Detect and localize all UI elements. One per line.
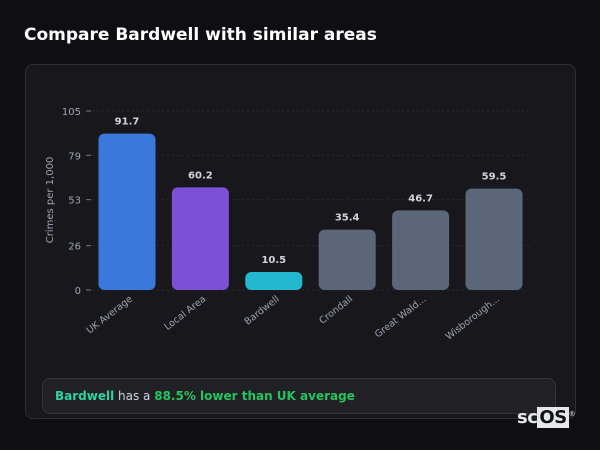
y-tick-label: 105 [62,107,81,118]
y-tick-label: 79 [68,151,81,162]
y-axis-label: Crimes per 1,000 [45,157,56,244]
note-area: Bardwell [55,389,115,403]
bar-value-label: 91.7 [115,117,140,128]
bar-value-label: 35.4 [335,213,360,224]
bar-value-label: 10.5 [261,255,286,266]
y-tick-label: 53 [68,196,81,207]
note-text: has a [114,389,155,403]
x-tick-label: Great Wald... [373,294,428,341]
watermark-logo: sc OS ® [517,407,576,428]
bar [245,272,303,290]
bar-value-label: 59.5 [482,172,507,183]
bar [465,188,523,290]
page-title: Compare Bardwell with similar areas [24,25,377,45]
bar [171,187,229,290]
bar [318,229,376,290]
bar [98,133,156,290]
y-tick-label: 0 [75,286,81,297]
bar-value-label: 60.2 [188,170,213,181]
x-tick-label: Crondall [317,294,355,327]
x-tick-label: Bardwell [243,294,282,328]
bar [392,210,450,290]
y-tick-label: 26 [68,242,81,253]
x-tick-label: Wisborough... [444,294,502,343]
note-highlight: 88.5% lower than UK average [154,389,355,403]
x-tick-label: UK Average [85,294,135,337]
comparison-note: Bardwell has a 88.5% lower than UK avera… [42,378,556,414]
bar-value-label: 46.7 [408,193,433,204]
x-tick-label: Local Area [162,294,208,333]
